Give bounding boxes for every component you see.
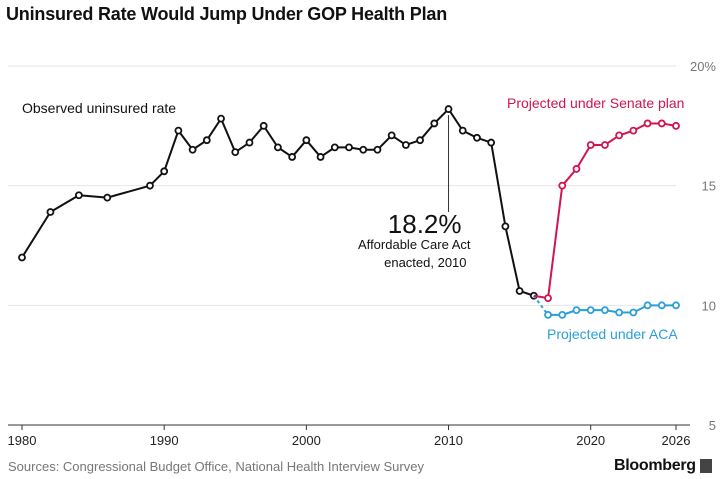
y-tick-label: 10 [702, 298, 716, 313]
aca-link [533, 295, 549, 316]
x-tick-label: 1990 [150, 433, 179, 448]
senate-point [629, 126, 638, 135]
senate-point [657, 119, 666, 128]
observed-point [345, 143, 353, 152]
observed-point [160, 167, 169, 176]
x-tick-label: 2020 [576, 433, 605, 448]
senate-point [586, 141, 595, 149]
observed-point [515, 287, 524, 295]
senate-point [672, 121, 680, 130]
observed-point [359, 145, 368, 154]
senate-point [544, 294, 552, 303]
observed-point [18, 253, 26, 262]
observed-point [444, 105, 453, 113]
x-tick-label: 2000 [292, 433, 321, 448]
observed-point [202, 136, 211, 145]
senate-point [643, 119, 652, 128]
annotation-value: 18.2% [388, 209, 462, 239]
observed-point [458, 126, 467, 135]
observed-point [401, 141, 410, 149]
x-tick-label: 2010 [434, 433, 463, 448]
senate-line [547, 122, 677, 299]
y-tick-label: 20% [690, 59, 716, 74]
aca-line [548, 304, 676, 316]
chart-title: Uninsured Rate Would Jump Under GOP Heal… [6, 4, 447, 24]
observed-point [74, 191, 83, 200]
observed-point [302, 136, 311, 145]
observed-line [21, 108, 535, 297]
x-tick-label: 1980 [8, 433, 37, 448]
y-tick-label: 15 [702, 179, 716, 194]
aca-point [558, 311, 567, 319]
y-tick-labels: 5 10 15 20% [690, 59, 716, 433]
observed-point [330, 143, 339, 152]
aca-point [657, 301, 666, 310]
observed-point [373, 145, 382, 154]
aca-point [572, 306, 581, 315]
series-label-senate: Projected under Senate plan [507, 95, 684, 111]
x-tick-label: 2026 [662, 433, 691, 448]
brand-mark-icon [700, 459, 712, 473]
observed-point [103, 193, 112, 202]
series-label-aca: Projected under ACA [547, 326, 678, 342]
aca-point [643, 301, 652, 310]
observed-point [217, 114, 225, 123]
source-note: Sources: Congressional Budget Office, Na… [8, 459, 424, 474]
observed-point [188, 145, 197, 154]
aca-point [629, 308, 638, 317]
brand-logo: Bloomberg [614, 457, 696, 474]
annotation-text-line1: Affordable Care Act [358, 237, 471, 252]
aca-point [544, 311, 552, 319]
observed-point [387, 131, 396, 140]
observed-point [46, 208, 55, 216]
senate-point [572, 165, 581, 173]
series-lines [18, 105, 680, 319]
senate-point [558, 181, 567, 190]
observed-point [316, 153, 325, 161]
observed-point [501, 222, 510, 231]
aca-point [586, 306, 595, 315]
observed-point [174, 126, 183, 135]
aca-point [601, 306, 609, 315]
series-label-observed: Observed uninsured rate [22, 100, 176, 116]
observed-point [430, 119, 439, 128]
senate-point [615, 131, 624, 140]
observed-point [259, 121, 268, 130]
aca-point [615, 308, 624, 317]
senate-point [601, 141, 609, 149]
annotation-text-line2: enacted, 2010 [384, 255, 466, 270]
observed-point [288, 153, 297, 161]
observed-point [416, 136, 424, 145]
observed-point [473, 133, 481, 142]
observed-point [146, 181, 154, 190]
aca-point [672, 301, 680, 310]
annotation-aca-enacted: 18.2% Affordable Care Act enacted, 2010 [358, 115, 471, 270]
observed-point [487, 138, 496, 147]
x-axis: 1980 1990 2000 2010 2020 2026 [8, 424, 691, 448]
observed-point [245, 138, 254, 147]
observed-point [231, 148, 240, 157]
observed-point [274, 143, 282, 152]
y-tick-label: 5 [709, 418, 716, 433]
